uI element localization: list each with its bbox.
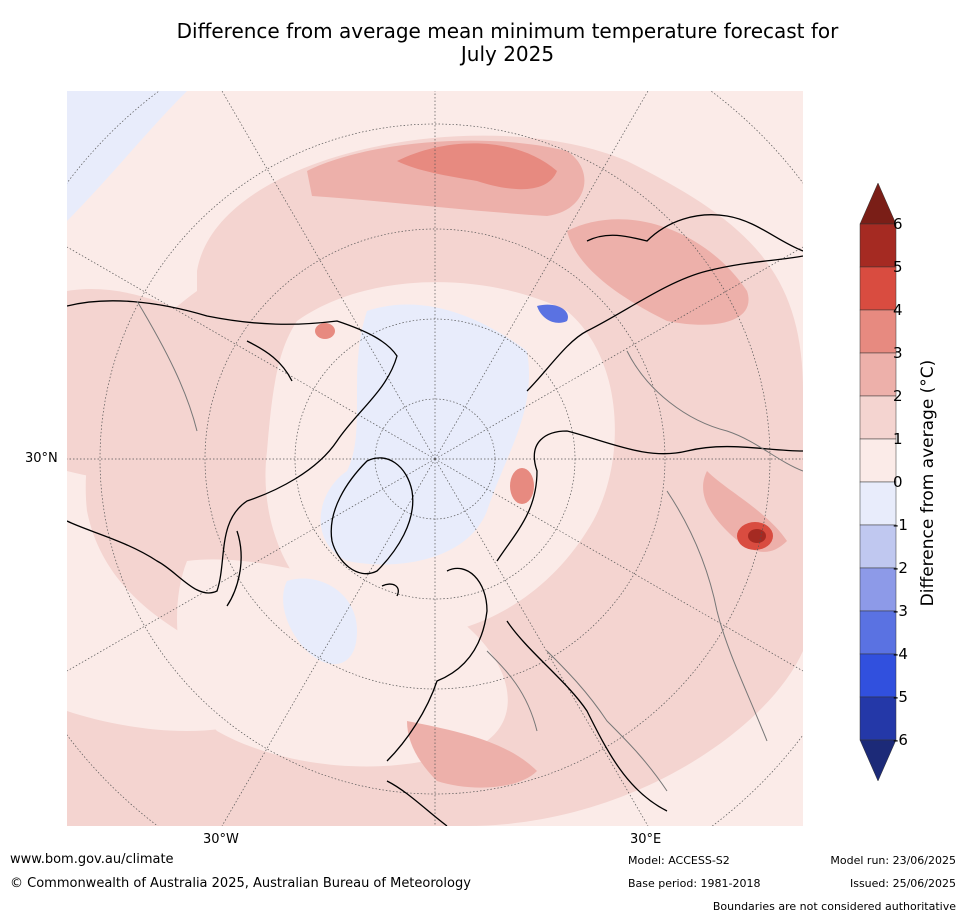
copyright-text: © Commonwealth of Australia 2025, Austra… bbox=[10, 876, 471, 891]
anomaly-3-4-scandinavia bbox=[510, 468, 534, 504]
coastlines bbox=[67, 214, 803, 826]
base-period-text: Base period: 1981-2018 bbox=[628, 877, 761, 890]
colorbar-band-m3-m2 bbox=[859, 567, 897, 612]
colorbar-tick-label: -1 bbox=[893, 516, 908, 534]
anomaly-5-6-east-asia bbox=[748, 529, 766, 543]
colorbar-tick-label: 5 bbox=[893, 258, 903, 276]
website-text: www.bom.gov.au/climate bbox=[10, 852, 174, 867]
forecast-map bbox=[67, 91, 803, 826]
issued-text: Issued: 25/06/2025 bbox=[849, 877, 956, 890]
colorbar-band-1-2 bbox=[859, 395, 897, 440]
colorbar-band-m5-m4 bbox=[859, 653, 897, 698]
lon-label-east: 30°E bbox=[630, 832, 662, 847]
country-borders bbox=[136, 300, 803, 792]
anomaly-neg-nw bbox=[67, 91, 187, 221]
anomaly-neg-barents bbox=[537, 304, 568, 323]
model-run-text: Model run: 23/06/2025 bbox=[830, 854, 956, 867]
colorbar-label: Difference from average (°C) bbox=[918, 359, 938, 607]
disclaimer-text: Boundaries are not considered authoritat… bbox=[712, 900, 956, 913]
colorbar-band-m1-0 bbox=[859, 481, 897, 526]
colorbar-band-0-1 bbox=[859, 438, 897, 483]
colorbar-tick-label: -5 bbox=[893, 688, 908, 706]
title-line-2: July 2025 bbox=[460, 42, 555, 66]
colorbar-band-m4-m3 bbox=[859, 610, 897, 655]
colorbar-tick-label: -2 bbox=[893, 559, 908, 577]
chart-title: Difference from average mean minimum tem… bbox=[60, 20, 955, 66]
colorbar-tick-label: -3 bbox=[893, 602, 908, 620]
colorbar-band-4-5 bbox=[859, 266, 897, 311]
anomaly-neg-atlantic bbox=[283, 578, 357, 665]
anomaly-2-3-siberia bbox=[567, 219, 749, 325]
anomaly-0-1-atlantic bbox=[177, 559, 508, 767]
colorbar-tick-label: 3 bbox=[893, 344, 903, 362]
colorbar-band-5-6 bbox=[859, 223, 897, 268]
colorbar-tick-label: -4 bbox=[893, 645, 908, 663]
colorbar-tick-label: 1 bbox=[893, 430, 903, 448]
colorbar-band-3-4 bbox=[859, 309, 897, 354]
colorbar-tick-label: 6 bbox=[893, 215, 903, 233]
model-text: Model: ACCESS-S2 bbox=[628, 854, 730, 867]
colorbar-tick-label: 0 bbox=[893, 473, 903, 491]
graticule-meridians bbox=[67, 91, 803, 826]
title-line-1: Difference from average mean minimum tem… bbox=[176, 19, 839, 43]
colorbar-tick-label: -6 bbox=[893, 731, 908, 749]
anomaly-1-2-west bbox=[67, 289, 269, 483]
colorbar bbox=[858, 182, 898, 783]
lon-label-west: 30°W bbox=[203, 832, 239, 847]
anomaly-neg-arctic bbox=[320, 304, 529, 565]
lat-label: 30°N bbox=[25, 451, 58, 466]
colorbar-over-arrow bbox=[859, 182, 897, 225]
map-svg bbox=[67, 91, 803, 826]
colorbar-svg bbox=[859, 182, 897, 782]
colorbar-tick-label: 4 bbox=[893, 301, 903, 319]
anomaly-2-3-mediterranean bbox=[407, 721, 537, 788]
colorbar-band-m6-m5 bbox=[859, 696, 897, 741]
anomaly-3-4-alaska bbox=[315, 323, 335, 339]
colorbar-band-m2-m1 bbox=[859, 524, 897, 569]
anomaly-3-4-pacific bbox=[397, 143, 557, 190]
colorbar-tick-label: 2 bbox=[893, 387, 903, 405]
colorbar-under-arrow bbox=[859, 739, 897, 782]
colorbar-band-2-3 bbox=[859, 352, 897, 397]
